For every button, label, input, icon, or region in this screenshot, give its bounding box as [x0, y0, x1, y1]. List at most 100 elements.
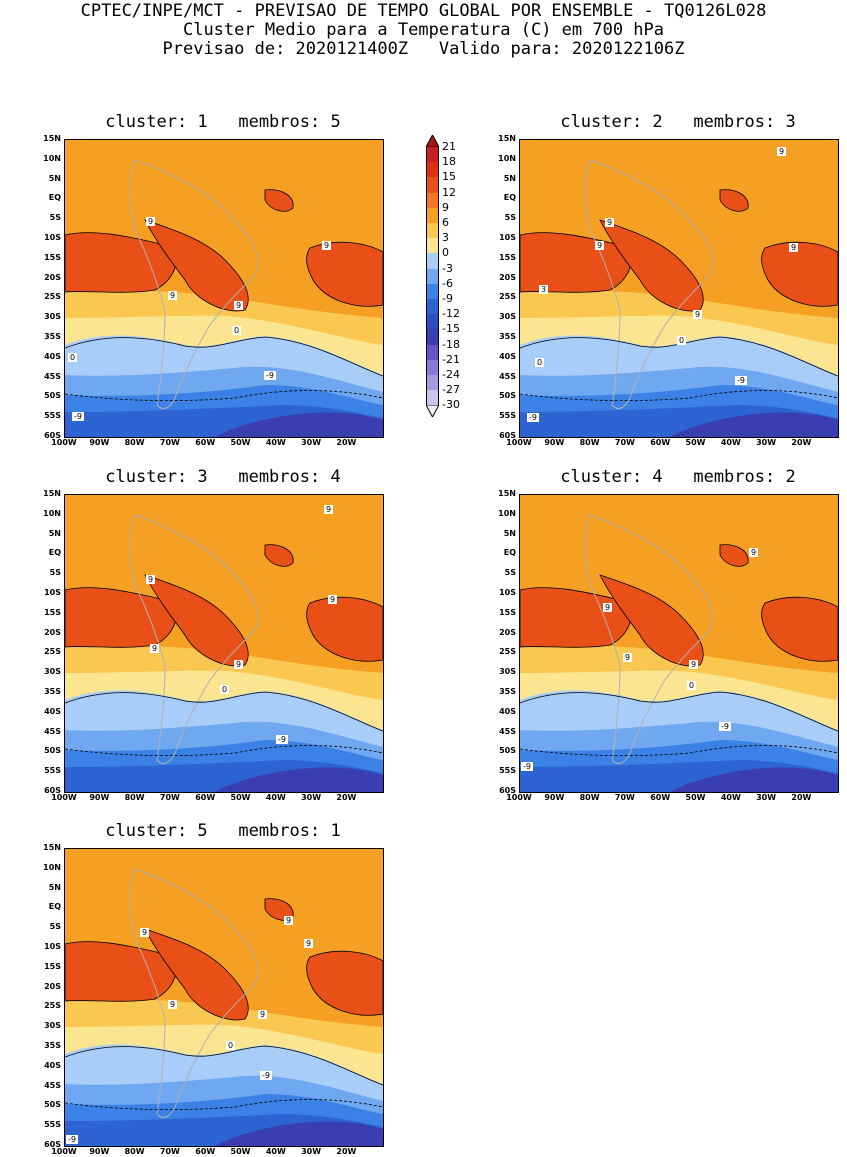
- contour-label: 9: [603, 603, 613, 612]
- lat-tick-label: 5N: [503, 528, 516, 538]
- lat-tick-label: 20S: [44, 981, 61, 991]
- lon-tick-label: 50W: [230, 793, 251, 802]
- contour-label: 9: [749, 548, 759, 557]
- lat-tick-label: 25S: [44, 647, 61, 657]
- lat-tick-label: 50S: [44, 746, 61, 756]
- lat-tick-label: 45S: [44, 726, 61, 736]
- lat-tick-label: 50S: [499, 391, 516, 401]
- header-line-2: Cluster Medio para a Temperatura (C) em …: [182, 20, 665, 40]
- lon-tick-label: 90W: [89, 793, 110, 802]
- lon-tick-label: 100W: [51, 1147, 77, 1156]
- lat-tick-label: 5S: [504, 213, 516, 223]
- contour-label: -9: [521, 762, 533, 771]
- contour-label: 9: [623, 653, 633, 662]
- lat-tick-label: 15N: [43, 134, 61, 143]
- lat-tick-label: 15S: [44, 607, 61, 617]
- lon-tick-label: 40W: [265, 793, 286, 802]
- temperature-map: [64, 139, 384, 438]
- lat-tick-label: 30S: [499, 312, 516, 322]
- map-panel-cluster-1: cluster: 1 membros: 5 9 9 9 9 0 0 -9 -9 15N 10N 5N…: [43, 112, 384, 447]
- lon-tick-label: 20W: [791, 438, 812, 447]
- contour-label: 0: [232, 326, 242, 335]
- lon-tick-label: 60W: [195, 1147, 216, 1156]
- contour-label: 9: [689, 660, 699, 669]
- colorbar-tick-label: 18: [442, 155, 456, 169]
- colorbar-tick-label: 0: [442, 246, 449, 260]
- lat-tick-label: 5N: [48, 528, 61, 538]
- lon-tick-label: 20W: [336, 1147, 357, 1156]
- contour-label: 3: [539, 285, 549, 294]
- lat-tick-label: 40S: [44, 1060, 61, 1070]
- lat-tick-label: 35S: [499, 332, 516, 341]
- lat-tick-label: 10N: [498, 508, 516, 518]
- lat-tick-label: EQ: [48, 902, 61, 912]
- colorbar-tick-label: 21: [442, 140, 456, 153]
- lon-tick-label: 40W: [265, 438, 286, 447]
- colorbar-swatch: [426, 314, 439, 330]
- lat-tick-label: 30S: [44, 1021, 61, 1031]
- contour-label: 9: [258, 1010, 268, 1019]
- lat-tick-label: 5N: [48, 173, 61, 183]
- colorbar-swatch: [426, 375, 439, 391]
- lat-tick-label: 30S: [44, 667, 61, 677]
- lon-tick-label: 40W: [720, 438, 741, 447]
- lat-tick-label: 30S: [44, 312, 61, 322]
- lat-tick-label: 25S: [44, 292, 61, 302]
- lat-tick-label: 10N: [498, 153, 516, 163]
- lat-tick-label: 5N: [48, 882, 61, 892]
- lat-tick-label: 55S: [44, 766, 61, 776]
- lat-tick-label: 5S: [49, 568, 61, 578]
- lon-tick-label: 20W: [336, 793, 357, 802]
- lat-tick-label: 45S: [44, 1080, 61, 1090]
- lat-tick-label: 55S: [499, 411, 516, 421]
- lat-tick-label: EQ: [503, 548, 516, 558]
- colorbar-tick-label: 9: [442, 200, 449, 214]
- lon-tick-label: 90W: [89, 1147, 110, 1156]
- temperature-map: [64, 848, 384, 1147]
- map-panel-cluster-2: cluster: 2 membros: 3 9 9 9 9 3 9 0 0 -9 -9 15N 10N…: [498, 112, 839, 447]
- panel-title: cluster: 5 membros: 1: [105, 821, 341, 841]
- lat-tick-label: 60S: [499, 431, 516, 440]
- lon-tick-label: 70W: [159, 793, 180, 802]
- temperature-map: [64, 494, 384, 793]
- lat-tick-label: 15S: [499, 252, 516, 262]
- contour-label: 9: [304, 939, 314, 948]
- lat-tick-label: 25S: [499, 292, 516, 302]
- lat-tick-label: 60S: [44, 431, 61, 440]
- contour-label: 9: [324, 505, 334, 514]
- lon-tick-label: 30W: [301, 438, 322, 447]
- lon-tick-label: 30W: [756, 438, 777, 447]
- contour-label: 0: [68, 353, 78, 362]
- lon-tick-label: 60W: [195, 793, 216, 802]
- lon-tick-label: 80W: [579, 438, 600, 447]
- lat-tick-label: 55S: [44, 1120, 61, 1130]
- colorbar-tick-label: -18: [442, 337, 460, 351]
- contour-label: 0: [226, 1041, 236, 1050]
- lat-tick-label: 55S: [499, 766, 516, 776]
- lat-tick-label: 10S: [499, 233, 516, 242]
- colorbar-tick-label: -30: [442, 398, 460, 412]
- map-panel-cluster-5: cluster: 5 membros: 1 9 9 9 9 9 0 -9 -9 15N 10N 5N…: [43, 821, 384, 1156]
- lat-tick-label: 15N: [498, 489, 516, 498]
- colorbar-tick-label: 15: [442, 170, 456, 184]
- panel-title: cluster: 4 membros: 2: [560, 467, 796, 487]
- colorbar-tick-label: -9: [442, 292, 453, 305]
- contour-label: -9: [72, 412, 84, 421]
- lat-tick-label: 25S: [44, 1001, 61, 1011]
- map-panel-cluster-3: cluster: 3 membros: 4 9 9 9 9 9 0 -9 15N 10N 5N EQ…: [43, 467, 384, 802]
- colorbar-tick-label: -27: [442, 383, 460, 397]
- contour-label: -9: [276, 735, 288, 744]
- lon-tick-label: 80W: [124, 438, 145, 447]
- map-panel-cluster-4: cluster: 4 membros: 2 9 9 9 9 0 -9 -9 15N 10N 5N E…: [498, 467, 839, 802]
- colorbar-swatch: [426, 162, 439, 178]
- colorbar-swatch: [426, 253, 439, 269]
- contour-label: -9: [719, 722, 731, 731]
- lon-tick-label: 100W: [51, 793, 77, 802]
- lat-tick-label: EQ: [48, 548, 61, 558]
- contour-label: 0: [687, 681, 697, 690]
- lat-tick-label: 45S: [44, 371, 61, 381]
- contour-label: 9: [777, 147, 787, 156]
- lat-tick-label: 35S: [44, 1041, 61, 1050]
- lat-tick-label: 35S: [44, 332, 61, 341]
- lat-tick-label: 60S: [499, 786, 516, 795]
